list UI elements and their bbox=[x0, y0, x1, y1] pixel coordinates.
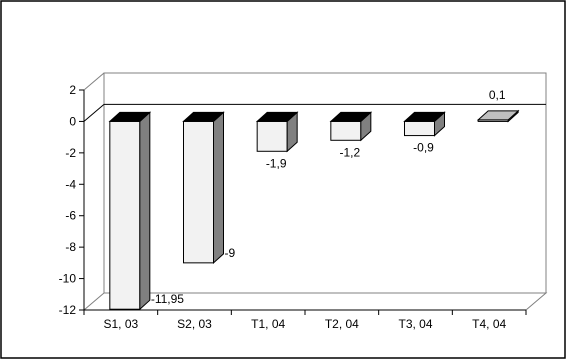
bar bbox=[476, 109, 520, 123]
bar-front-face bbox=[109, 120, 141, 310]
bar-data-label: -9 bbox=[225, 246, 236, 260]
bar-data-label: -11,95 bbox=[151, 292, 184, 306]
bar bbox=[108, 111, 152, 311]
bar-top-face bbox=[108, 111, 152, 122]
axes: 2 0 -2 -4 -6 -8 -10 -12 S1, 03 S2, 03 T1, 04 T2, 04… bbox=[59, 83, 546, 331]
bar-front-face bbox=[404, 120, 435, 137]
bar-data-label: -1,9 bbox=[266, 156, 287, 170]
bar-top-face bbox=[329, 111, 373, 122]
bar-data-label: 0,1 bbox=[489, 88, 506, 102]
y-tick-label: -10 bbox=[59, 272, 77, 286]
y-tick-label: -8 bbox=[65, 240, 76, 254]
bar-front-face bbox=[256, 120, 288, 152]
bar-side-face bbox=[139, 111, 151, 311]
y-tick-label: -12 bbox=[59, 303, 77, 317]
x-tick-label: T2, 04 bbox=[325, 317, 359, 331]
x-tick-label: T1, 04 bbox=[251, 317, 285, 331]
x-tick-label: T4, 04 bbox=[472, 317, 506, 331]
bar-data-label: -0,9 bbox=[413, 141, 434, 155]
x-tick-label: S2, 03 bbox=[177, 317, 212, 331]
bar-front-face bbox=[330, 120, 362, 141]
bar-side-face bbox=[213, 111, 224, 264]
bar bbox=[255, 111, 299, 153]
bar bbox=[329, 111, 373, 142]
bars bbox=[108, 109, 520, 311]
zero-depth-line bbox=[83, 104, 105, 122]
bar-front-face bbox=[183, 120, 214, 264]
y-tick-label: -2 bbox=[65, 146, 76, 160]
y-tick-label: -6 bbox=[65, 209, 76, 223]
bar-top-face bbox=[476, 110, 520, 121]
y-tick-label: 2 bbox=[69, 83, 76, 97]
bar-top-face bbox=[255, 111, 299, 122]
bar-top-face bbox=[182, 111, 225, 122]
bar-top-face bbox=[403, 111, 446, 122]
x-tick-label: T3, 04 bbox=[398, 317, 432, 331]
bar-data-label: -1,2 bbox=[339, 145, 360, 159]
data-labels: -11,95 -9 -1,9 -1,2 -0,9 0,1 bbox=[151, 88, 506, 306]
side-wall-top-edge bbox=[83, 72, 105, 91]
y-tick-label: 0 bbox=[69, 114, 76, 128]
bar bbox=[182, 111, 225, 264]
bar bbox=[403, 111, 446, 137]
x-tick-label: S1, 03 bbox=[103, 317, 138, 331]
y-tick-label: -4 bbox=[65, 177, 76, 191]
